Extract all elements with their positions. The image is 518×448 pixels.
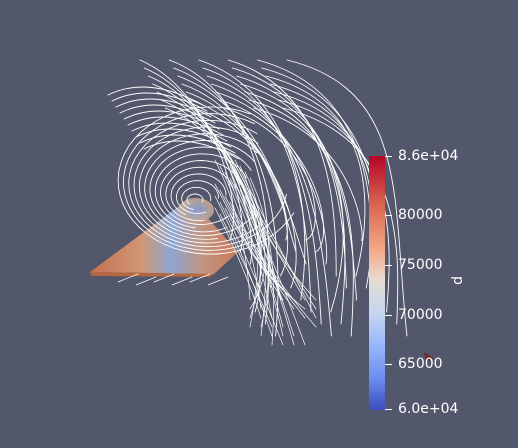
streamline [117, 273, 139, 283]
streamline [210, 83, 332, 337]
tick-label-65000: 65000 [398, 356, 443, 372]
tick-mark-70000 [385, 315, 392, 316]
tick-label-70000: 70000 [398, 307, 443, 323]
streamline [165, 166, 234, 222]
streamline [189, 273, 211, 283]
streamline [252, 107, 363, 241]
streamline [189, 99, 289, 277]
streamline [244, 183, 262, 319]
streamline [135, 276, 157, 286]
streamline [219, 165, 262, 310]
streamline [185, 91, 307, 265]
streamline [231, 67, 347, 289]
streamline [171, 276, 193, 286]
streamline [214, 207, 262, 319]
streamline [219, 213, 273, 328]
streamline [206, 75, 322, 325]
streamline [224, 159, 284, 337]
streamline [160, 160, 241, 225]
streamline [164, 107, 261, 313]
streamlines [107, 59, 408, 346]
scalar-bar-title: p [450, 276, 466, 285]
streamline [135, 128, 232, 148]
tick-mark-65000 [385, 364, 392, 365]
tick-mark-max [385, 156, 392, 157]
streamline [170, 173, 227, 216]
streamline [240, 83, 344, 313]
streamline [186, 193, 204, 205]
streamline [131, 122, 228, 142]
streamline [227, 59, 337, 277]
streamline [265, 75, 366, 277]
streamline [239, 165, 259, 328]
colorbar-gradient [369, 156, 385, 410]
streamline [127, 116, 224, 136]
streamline [123, 110, 220, 130]
streamline [282, 107, 399, 325]
streamline [286, 59, 408, 337]
streamline [223, 107, 328, 265]
tick-label-max: 8.6e+04 [398, 148, 459, 164]
streamline [202, 67, 312, 313]
streamline [111, 92, 208, 112]
streamline [234, 171, 306, 301]
tick-mark-75000 [385, 265, 392, 266]
streamline [224, 195, 306, 319]
streamline [248, 99, 354, 337]
streamline [138, 133, 258, 240]
streamline [249, 177, 275, 346]
streamline [269, 83, 374, 289]
tick-label-80000: 80000 [398, 207, 443, 223]
streamline [181, 83, 297, 253]
streamline [207, 276, 229, 286]
streamline [224, 171, 273, 319]
streamline [143, 140, 240, 160]
streamline [139, 134, 236, 154]
streamline [107, 86, 204, 106]
streamline [219, 189, 295, 310]
streamline [229, 213, 306, 310]
orientation-marker[interactable] [424, 352, 434, 362]
streamline [244, 91, 346, 325]
streamline [219, 99, 324, 253]
streamline [249, 189, 269, 328]
tick-label-75000: 75000 [398, 257, 443, 273]
streamline [214, 183, 284, 301]
streamline [229, 201, 317, 328]
tick-mark-min [385, 409, 392, 410]
streamline [119, 104, 216, 124]
streamline [194, 107, 297, 289]
streamline [115, 98, 212, 118]
streamline [234, 159, 317, 319]
streamline [198, 59, 306, 301]
streamline [181, 186, 212, 210]
streamline [175, 180, 219, 214]
streamline [239, 177, 317, 310]
streamline [219, 201, 284, 346]
tick-mark-80000 [385, 215, 392, 216]
streamline [214, 195, 273, 337]
tick-label-min: 6.0e+04 [398, 401, 459, 417]
streamline [153, 273, 175, 283]
streamline [144, 140, 258, 237]
streamline [244, 171, 266, 337]
